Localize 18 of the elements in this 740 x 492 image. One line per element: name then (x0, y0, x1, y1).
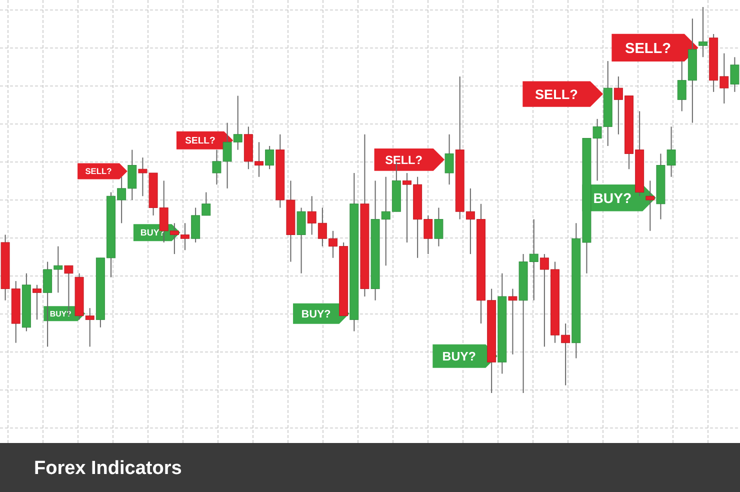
annotation: BUY? (301, 308, 331, 320)
annotation: SELL? (385, 152, 422, 167)
annotation: BUY? (442, 349, 476, 364)
annotation: BUY? (593, 190, 632, 206)
annotation: SELL? (85, 166, 112, 176)
annotation: SELL? (535, 86, 578, 102)
candlestick (32, 284, 42, 320)
candlestick (508, 288, 518, 355)
candlestick (730, 56, 740, 92)
candlestick (646, 180, 655, 232)
candlestick (698, 6, 708, 58)
annotation: SELL? (625, 40, 672, 57)
candlestick (296, 207, 306, 274)
text: Forex Indicators (34, 458, 182, 480)
candlestick (265, 145, 274, 170)
candlestick (434, 207, 444, 247)
candlestick (444, 134, 454, 186)
annotation: SELL? (185, 136, 216, 147)
